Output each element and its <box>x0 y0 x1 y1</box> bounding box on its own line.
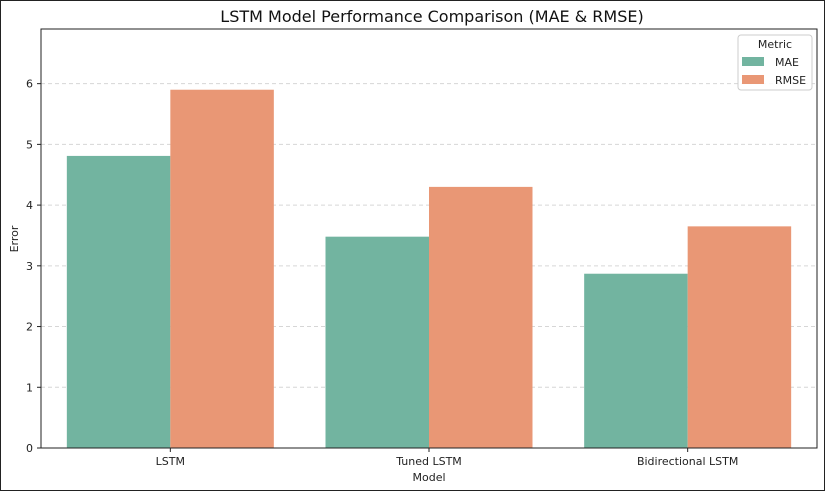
legend: Metric MAE RMSE <box>737 34 813 91</box>
y-tick-label: 2 <box>26 321 33 334</box>
bar-mae-tuned-lstm <box>325 236 429 448</box>
bars <box>66 89 792 448</box>
x-tick-label: LSTM <box>156 455 185 468</box>
y-tick-label: 6 <box>26 78 33 91</box>
y-tick-label: 4 <box>26 199 33 212</box>
bar-rmse-bidirectional-lstm <box>687 226 792 448</box>
x-tick-label: Bidirectional LSTM <box>637 455 738 468</box>
x-axis-ticks: LSTM Tuned LSTM Bidirectional LSTM <box>156 448 738 468</box>
y-axis-title: Error <box>8 225 21 252</box>
y-tick-label: 5 <box>26 138 33 151</box>
bar-rmse-tuned-lstm <box>429 186 533 448</box>
y-axis-ticks: 0 1 2 3 4 5 6 <box>26 78 41 455</box>
x-axis-title: Model <box>412 471 445 484</box>
legend-swatch-rmse <box>742 75 764 84</box>
y-tick-label: 1 <box>26 381 33 394</box>
legend-title: Metric <box>758 38 792 51</box>
y-tick-label: 3 <box>26 260 33 273</box>
bar-rmse-lstm <box>170 89 274 448</box>
bar-mae-lstm <box>66 155 171 448</box>
bar-mae-bidirectional-lstm <box>584 273 688 448</box>
chart-title: LSTM Model Performance Comparison (MAE &… <box>220 7 643 26</box>
x-tick-label: Tuned LSTM <box>395 455 462 468</box>
legend-label-mae: MAE <box>775 56 799 69</box>
y-tick-label: 0 <box>26 442 33 455</box>
legend-swatch-mae <box>742 57 764 66</box>
legend-label-rmse: RMSE <box>775 74 806 87</box>
